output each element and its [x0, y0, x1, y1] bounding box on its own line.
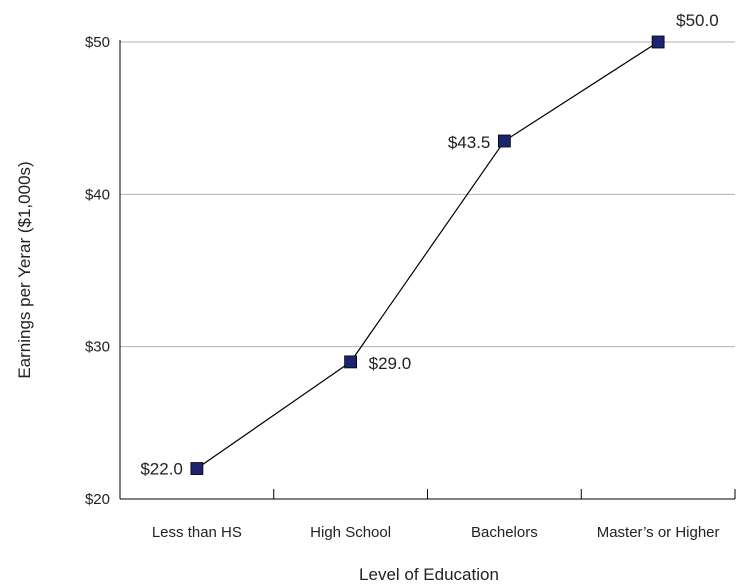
x-tick-label: Less than HS [152, 524, 242, 541]
gridlines [120, 41, 735, 348]
y-tick-labels: $20 $30 $40 $50 [85, 34, 110, 508]
data-point-marker [497, 134, 511, 148]
x-tick-label: Bachelors [471, 524, 538, 541]
data-point-marker [651, 35, 665, 49]
series-markers [190, 35, 665, 475]
y-axis-title: Earnings per Yerar ($1,000s) [15, 161, 34, 378]
x-tick-label: High School [310, 524, 391, 541]
x-axis-title: Level of Education [359, 565, 499, 584]
data-point-marker [344, 355, 358, 369]
x-tick-labels: Less than HS High School Bachelors Master’s… [152, 524, 720, 541]
y-tick-label: $40 [85, 186, 110, 203]
data-labels: $22.0 $29.0 $43.5 $50.0 [140, 11, 718, 479]
data-label: $50.0 [676, 11, 719, 30]
y-tick-label: $50 [85, 34, 110, 51]
series-line [196, 41, 659, 470]
y-tick-label: $20 [85, 491, 110, 508]
data-label: $29.0 [369, 354, 412, 373]
data-label: $43.5 [448, 133, 491, 152]
series-line-path [196, 41, 659, 470]
axes [119, 40, 736, 500]
data-point-marker [190, 462, 204, 475]
y-tick-label: $30 [85, 339, 110, 356]
data-label: $22.0 [140, 460, 183, 479]
x-tick-label: Master’s or Higher [597, 524, 720, 541]
